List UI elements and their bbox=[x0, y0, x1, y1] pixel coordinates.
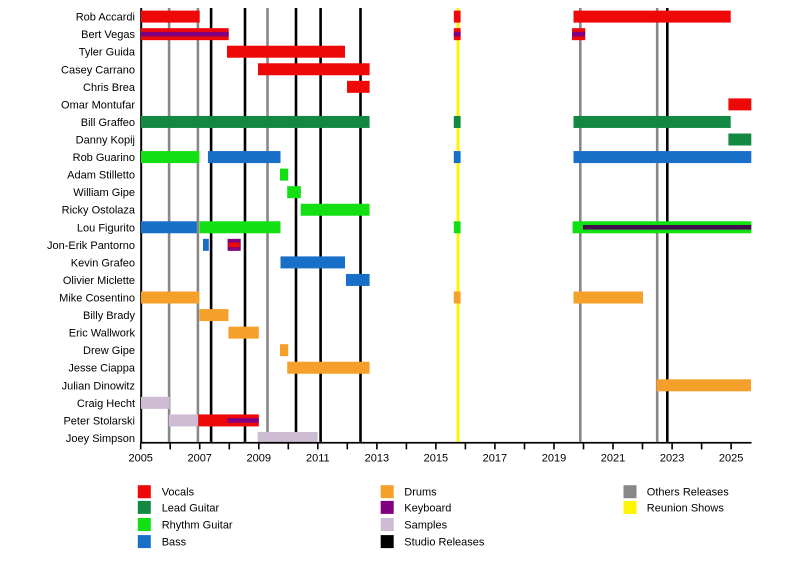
svg-text:Jon-Erik Pantorno: Jon-Erik Pantorno bbox=[47, 240, 135, 252]
svg-text:William Gipe: William Gipe bbox=[73, 187, 135, 199]
svg-text:Kevin Grafeo: Kevin Grafeo bbox=[71, 257, 135, 269]
svg-text:2005: 2005 bbox=[128, 453, 152, 465]
svg-text:Jesse Ciappa: Jesse Ciappa bbox=[68, 363, 136, 375]
svg-text:Bill Graffeo: Bill Graffeo bbox=[81, 117, 135, 129]
svg-text:Lead Guitar: Lead Guitar bbox=[162, 502, 220, 514]
svg-text:Rob Accardi: Rob Accardi bbox=[76, 12, 135, 24]
svg-text:Craig Hecht: Craig Hecht bbox=[77, 398, 135, 410]
svg-text:2019: 2019 bbox=[542, 453, 566, 465]
svg-text:Drew Gipe: Drew Gipe bbox=[83, 345, 135, 357]
svg-text:2021: 2021 bbox=[601, 453, 625, 465]
svg-text:Vocals: Vocals bbox=[162, 487, 195, 499]
svg-text:Lou Figurito: Lou Figurito bbox=[77, 222, 135, 234]
svg-text:Rhythm Guitar: Rhythm Guitar bbox=[162, 520, 233, 532]
svg-text:Bass: Bass bbox=[162, 537, 187, 549]
svg-text:Adam Stilletto: Adam Stilletto bbox=[67, 170, 135, 182]
svg-text:2015: 2015 bbox=[424, 453, 448, 465]
svg-text:2025: 2025 bbox=[719, 453, 743, 465]
svg-text:Samples: Samples bbox=[404, 520, 447, 532]
svg-text:Billy Brady: Billy Brady bbox=[83, 310, 135, 322]
svg-text:Olivier Miclette: Olivier Miclette bbox=[63, 275, 135, 287]
svg-text:Keyboard: Keyboard bbox=[404, 502, 451, 514]
svg-text:Danny Kopij: Danny Kopij bbox=[76, 135, 135, 147]
svg-text:Tyler Guida: Tyler Guida bbox=[79, 47, 136, 59]
svg-text:2017: 2017 bbox=[483, 453, 507, 465]
svg-text:Drums: Drums bbox=[404, 487, 437, 499]
svg-text:Casey Carrano: Casey Carrano bbox=[61, 64, 135, 76]
svg-text:Studio Releases: Studio Releases bbox=[404, 537, 485, 549]
svg-text:Mike Cosentino: Mike Cosentino bbox=[59, 293, 135, 305]
svg-text:Chris Brea: Chris Brea bbox=[83, 82, 136, 94]
svg-text:2009: 2009 bbox=[247, 453, 271, 465]
svg-text:Others Releases: Others Releases bbox=[647, 487, 729, 499]
svg-text:Eric Wallwork: Eric Wallwork bbox=[69, 328, 136, 340]
svg-text:2013: 2013 bbox=[365, 453, 389, 465]
svg-text:Ricky Ostolaza: Ricky Ostolaza bbox=[62, 205, 136, 217]
svg-text:Peter Stolarski: Peter Stolarski bbox=[63, 415, 135, 427]
svg-text:Joey Simpson: Joey Simpson bbox=[66, 433, 135, 445]
svg-text:Bert Vegas: Bert Vegas bbox=[81, 29, 135, 41]
svg-text:Omar Montufar: Omar Montufar bbox=[61, 99, 135, 111]
svg-text:Julian Dinowitz: Julian Dinowitz bbox=[62, 380, 135, 392]
svg-text:2023: 2023 bbox=[660, 453, 684, 465]
svg-text:Rob Guarino: Rob Guarino bbox=[73, 152, 135, 164]
svg-text:2007: 2007 bbox=[187, 453, 211, 465]
svg-text:Reunion Shows: Reunion Shows bbox=[647, 502, 725, 514]
svg-text:2011: 2011 bbox=[306, 453, 330, 465]
